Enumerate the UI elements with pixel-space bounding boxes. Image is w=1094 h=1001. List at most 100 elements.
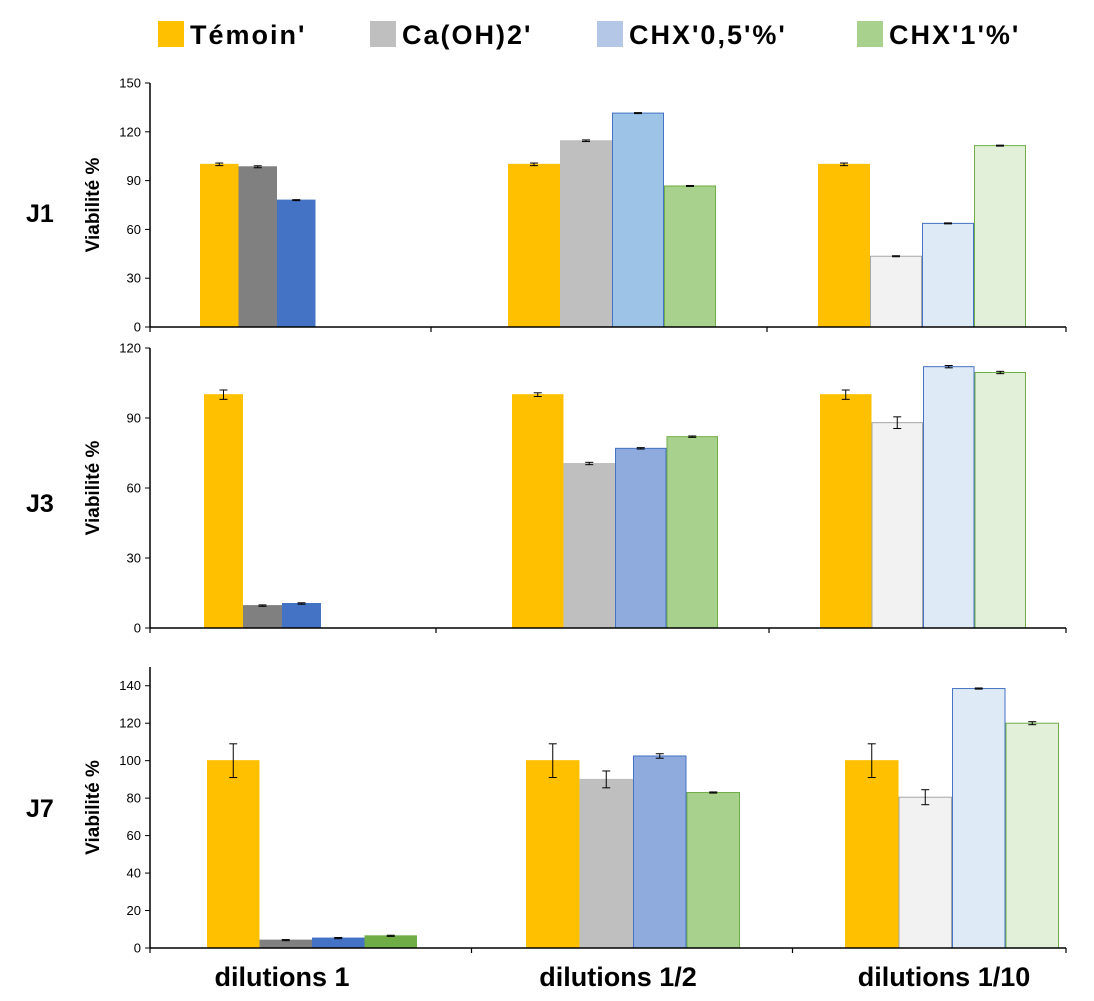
- legend-swatch-caoh2: [370, 21, 396, 47]
- error-bar-j1-s0-c2: [840, 162, 848, 167]
- y-tick-label: 20: [127, 903, 141, 918]
- error-bar-j3-s0-c0: [219, 389, 228, 400]
- bar-j7-s2-c1: [633, 755, 687, 949]
- bar-j3-s2-c1: [615, 447, 667, 629]
- y-tick-label: 0: [134, 621, 141, 636]
- error-bar-j1-s0-c0: [215, 162, 224, 167]
- y-tick-label: 60: [127, 828, 141, 843]
- error-bar-j1-s1-c2: [892, 255, 900, 258]
- y-tick-label: 150: [119, 76, 141, 91]
- bar-j3-s1-c0: [243, 605, 282, 629]
- error-bar-j7-s3-c0: [386, 934, 395, 937]
- error-bar-j3-s2-c2: [944, 365, 953, 369]
- bar-j3-s1-c1: [563, 463, 615, 629]
- bar-j3-s2-c0: [282, 603, 321, 629]
- bar-j7-s1-c2: [898, 796, 952, 949]
- bar-j7-s0-c0: [207, 760, 260, 949]
- error-bar-j7-s2-c1: [655, 753, 664, 759]
- y-tick-label: 90: [127, 411, 141, 426]
- bar-j3-s0-c2: [820, 394, 872, 629]
- error-bar-j7-s0-c0: [229, 743, 238, 779]
- error-bar-j1-s1-c0: [253, 165, 262, 169]
- panel-label-j3: J3: [26, 490, 54, 518]
- panels: 0 30 60 90 120 150 Viabilité % J1 0 30 60 90 120 Viab…: [26, 76, 1067, 956]
- y-axis-label: Viabilité %: [83, 158, 104, 253]
- bar-j3-s0-c0: [204, 394, 243, 629]
- error-bar-j1-s2-c1: [634, 112, 642, 115]
- error-bar-j7-s0-c1: [548, 743, 557, 779]
- legend-swatch-chx-1: [857, 21, 883, 47]
- error-bar-j7-s1-c1: [602, 770, 611, 789]
- bar-j1-s0-c0: [200, 163, 239, 328]
- legend-swatch-chx-05: [597, 21, 623, 47]
- y-tick-label: 90: [127, 173, 141, 188]
- y-tick-label: 30: [127, 551, 141, 566]
- error-bar-j3-s0-c2: [841, 389, 850, 400]
- error-bar-j1-s3-c1: [686, 184, 694, 187]
- category-label-dilutions-1-2: dilutions 1/2: [539, 962, 697, 992]
- error-bar-j3-s1-c2: [893, 416, 902, 429]
- bar-j7-s2-c2: [952, 688, 1006, 949]
- error-bar-j3-s0-c1: [533, 392, 542, 398]
- bar-j3-s3-c1: [666, 436, 718, 629]
- bar-j1-s1-c0: [238, 166, 277, 328]
- y-tick-label: 60: [127, 481, 141, 496]
- y-tick-label: 60: [127, 222, 141, 237]
- bar-j7-s3-c1: [686, 792, 740, 949]
- error-bar-j1-s1-c1: [582, 139, 590, 143]
- error-bar-j1-s3-c2: [996, 144, 1004, 147]
- panel-j3: 0 30 60 90 120 Viabilité % J3: [26, 341, 1067, 636]
- y-tick-label: 120: [119, 341, 141, 356]
- error-bar-j7-s3-c2: [1028, 721, 1037, 726]
- y-tick-label: 120: [119, 124, 141, 139]
- category-labels: dilutions 1 dilutions 1/2 dilutions 1/10: [215, 962, 1031, 992]
- y-tick-label: 40: [127, 866, 141, 881]
- error-bar-j1-s2-c2: [944, 222, 952, 225]
- error-bar-j7-s3-c1: [709, 791, 718, 794]
- legend-label-chx-1: CHX'1'%': [889, 20, 1020, 50]
- bar-j7-s1-c1: [579, 778, 633, 949]
- bar-j1-s3-c1: [664, 185, 716, 328]
- bar-j3-s2-c2: [923, 366, 975, 629]
- bar-j1-s1-c2: [870, 255, 922, 328]
- bar-j7-s0-c1: [526, 760, 580, 949]
- error-bar-j1-s2-c0: [292, 199, 301, 202]
- bar-j7-s2-c0: [312, 937, 365, 949]
- y-tick-label: 80: [127, 791, 141, 806]
- y-tick-label: 120: [119, 716, 141, 731]
- error-bar-j3-s2-c0: [297, 602, 306, 605]
- bar-j7-s1-c0: [259, 939, 312, 949]
- bar-j3-s1-c2: [871, 422, 923, 629]
- error-bar-j7-s1-c2: [921, 789, 930, 806]
- error-bar-j7-s1-c0: [281, 939, 290, 942]
- category-label-dilutions-1-10: dilutions 1/10: [858, 962, 1031, 992]
- bar-j1-s3-c2: [974, 145, 1026, 328]
- bar-j1-s2-c1: [612, 112, 664, 328]
- bar-j1-s0-c1: [508, 163, 560, 328]
- bar-j7-s0-c2: [845, 760, 899, 949]
- y-tick-label: 0: [134, 941, 141, 956]
- bar-j7-s3-c0: [364, 935, 417, 949]
- panel-j7: 0 20 40 60 80 100 120 140 Viabilité % J7: [26, 667, 1067, 956]
- bar-j7-s3-c2: [1005, 722, 1059, 949]
- bar-j3-s3-c2: [974, 372, 1026, 629]
- y-axis-label: Viabilité %: [83, 441, 104, 536]
- legend-label-caoh2: Ca(OH)2': [402, 20, 532, 50]
- error-bar-j7-s2-c0: [334, 937, 343, 940]
- y-tick-label: 100: [119, 753, 141, 768]
- legend-label-temoin: Témoin': [190, 20, 306, 50]
- error-bar-j7-s2-c2: [974, 687, 983, 690]
- panel-label-j1: J1: [26, 200, 54, 228]
- error-bar-j3-s3-c2: [996, 370, 1005, 375]
- bar-j1-s2-c2: [922, 222, 974, 328]
- legend: Témoin' Ca(OH)2' CHX'0,5'%' CHX'1'%': [158, 20, 1020, 50]
- error-bar-j7-s0-c2: [867, 743, 876, 779]
- legend-label-chx-05: CHX'0,5'%': [629, 20, 787, 50]
- error-bar-j1-s0-c1: [530, 162, 538, 167]
- panel-label-j7: J7: [26, 795, 54, 823]
- bar-j1-s1-c1: [560, 140, 612, 328]
- y-tick-label: 0: [134, 320, 141, 335]
- bar-j1-s2-c0: [277, 199, 316, 328]
- y-tick-label: 30: [127, 271, 141, 286]
